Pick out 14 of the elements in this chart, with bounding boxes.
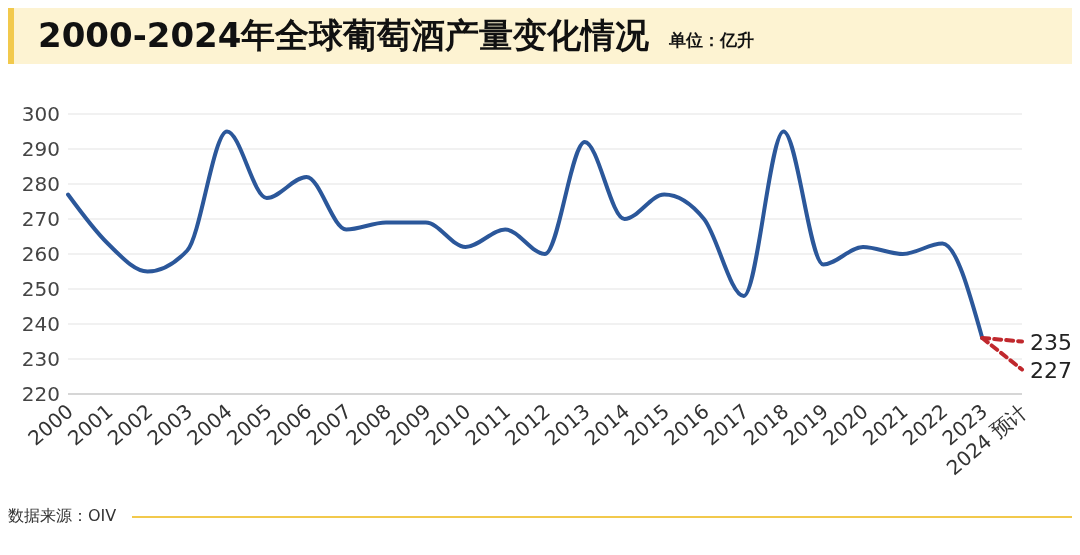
source-note: 数据来源：OIV [8,506,117,527]
y-tick-label: 250 [21,277,60,302]
y-tick-label: 260 [21,242,60,267]
data-label: 235 [1030,329,1072,355]
y-tick-label: 270 [21,207,60,232]
y-tick-label: 240 [21,312,60,337]
y-tick-label: 290 [21,137,60,162]
y-tick-label: 230 [21,347,60,372]
chart-title: 2000-2024年全球葡萄酒产量变化情况 [38,14,650,57]
data-label: 227 [1030,357,1072,383]
y-tick-label: 300 [21,102,60,127]
y-tick-label: 220 [21,382,60,407]
chart-subtitle: 单位：亿升 [669,28,755,52]
y-tick-label: 280 [21,172,60,197]
